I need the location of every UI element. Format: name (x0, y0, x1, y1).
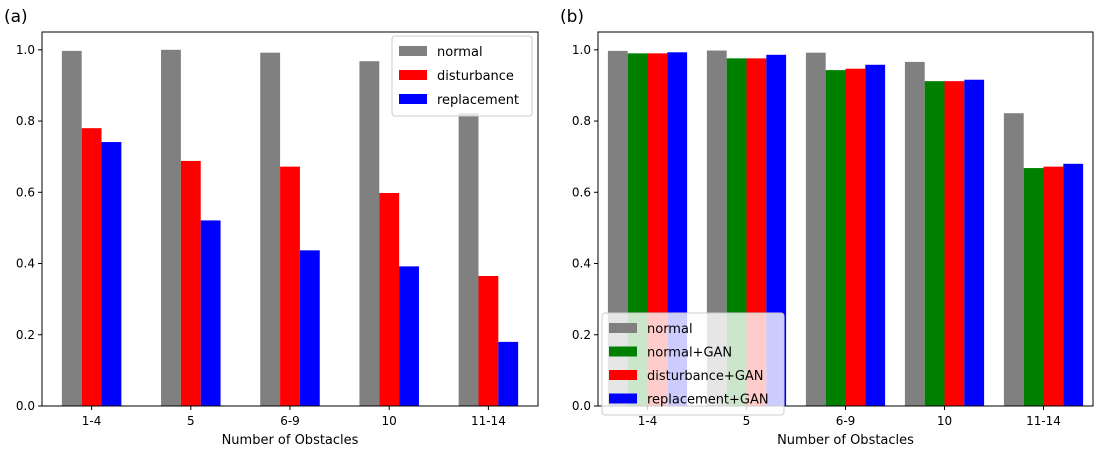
legend-swatch (609, 393, 637, 404)
y-tick-label: 0.6 (572, 185, 591, 199)
y-tick-label: 0.8 (572, 114, 591, 128)
bar-disturbance-11-14 (478, 275, 499, 406)
legend-label: normal+GAN (647, 346, 732, 361)
x-tick-label: 11-14 (471, 414, 506, 428)
bar-normal-11-14 (458, 113, 479, 406)
y-tick-label: 1.0 (16, 43, 35, 57)
x-axis-label: Number of Obstacles (222, 433, 359, 448)
bar-replacement-10 (399, 266, 419, 406)
bar-normal-5 (161, 49, 181, 407)
y-tick-label: 0.4 (572, 257, 591, 271)
bar-normal-1-4 (61, 50, 82, 407)
x-tick-label: 1-4 (638, 414, 658, 428)
legend-label: normal (437, 45, 483, 60)
y-tick-label: 0.6 (16, 185, 35, 199)
x-tick-label: 11-14 (1026, 414, 1061, 428)
bar-replacement-5 (200, 220, 221, 406)
bar-replacement-6-9 (299, 250, 320, 406)
bar-disturbance-6-9 (280, 166, 300, 406)
bar-normal-gan-6-9 (825, 70, 846, 407)
bar-disturbance-gan-11-14 (1043, 166, 1064, 406)
legend-label: normal (647, 322, 693, 337)
legend-swatch (399, 94, 427, 104)
y-tick-label: 0.0 (572, 399, 591, 413)
y-tick-label: 0.8 (16, 114, 35, 128)
legend-swatch (399, 70, 427, 80)
y-tick-label: 0.4 (16, 257, 35, 271)
bar-disturbance-gan-6-9 (845, 68, 866, 406)
y-tick-label: 0.2 (16, 328, 35, 342)
bar-replacement-gan-6-9 (865, 64, 886, 406)
x-tick-label: 1-4 (82, 414, 102, 428)
x-axis-label: Number of Obstacles (777, 433, 914, 448)
bar-disturbance-1-4 (81, 128, 102, 406)
bar-disturbance-10 (379, 192, 400, 406)
y-tick-label: 0.2 (572, 328, 591, 342)
bar-normal-11-14 (1003, 113, 1024, 406)
legend-label: replacement (437, 93, 519, 108)
bar-disturbance-5 (180, 160, 201, 406)
x-tick-label: 5 (187, 414, 195, 428)
legend-swatch (609, 370, 637, 380)
x-tick-label: 10 (937, 414, 952, 428)
legend-box (601, 312, 785, 416)
x-tick-label: 6-9 (280, 414, 300, 428)
bar-normal-gan-10 (924, 81, 945, 406)
bar-normal-10 (904, 61, 925, 407)
bar-normal-6-9 (260, 52, 281, 406)
x-tick-label: 6-9 (836, 414, 856, 428)
legend-label: replacement+GAN (647, 393, 769, 408)
panel-label: (b) (560, 7, 584, 27)
bar-replacement-11-14 (498, 341, 519, 406)
x-tick-label: 5 (743, 414, 751, 428)
legend-label: disturbance (437, 69, 514, 84)
chart-panel-b: (b) 0.0 0.2 0.4 0.6 0.8 1.0 1-4 5 6-9 10 11-14 Numbe… (560, 7, 1094, 448)
y-tick-label: 1.0 (572, 43, 591, 57)
bar-disturbance-gan-10 (944, 81, 965, 406)
panel-label: (a) (4, 7, 28, 27)
y-tick-label: 0.0 (16, 399, 35, 413)
x-tick-label: 10 (382, 414, 397, 428)
bar-replacement-gan-10 (964, 79, 985, 406)
bar-normal-gan-11-14 (1023, 168, 1044, 406)
bar-normal-6-9 (805, 52, 826, 406)
bar-replacement-1-4 (101, 142, 122, 406)
legend-swatch (609, 346, 637, 357)
legend-label: disturbance+GAN (647, 369, 764, 384)
bar-normal-10 (359, 61, 380, 407)
legend-swatch (609, 323, 637, 333)
bar-replacement-gan-11-14 (1063, 163, 1084, 406)
legend-swatch (399, 46, 427, 56)
chart-panel-a: (a) 0.0 0.2 0.4 0.6 0.8 1.0 1-4 5 6-9 10 11-14 Numbe… (4, 7, 539, 448)
